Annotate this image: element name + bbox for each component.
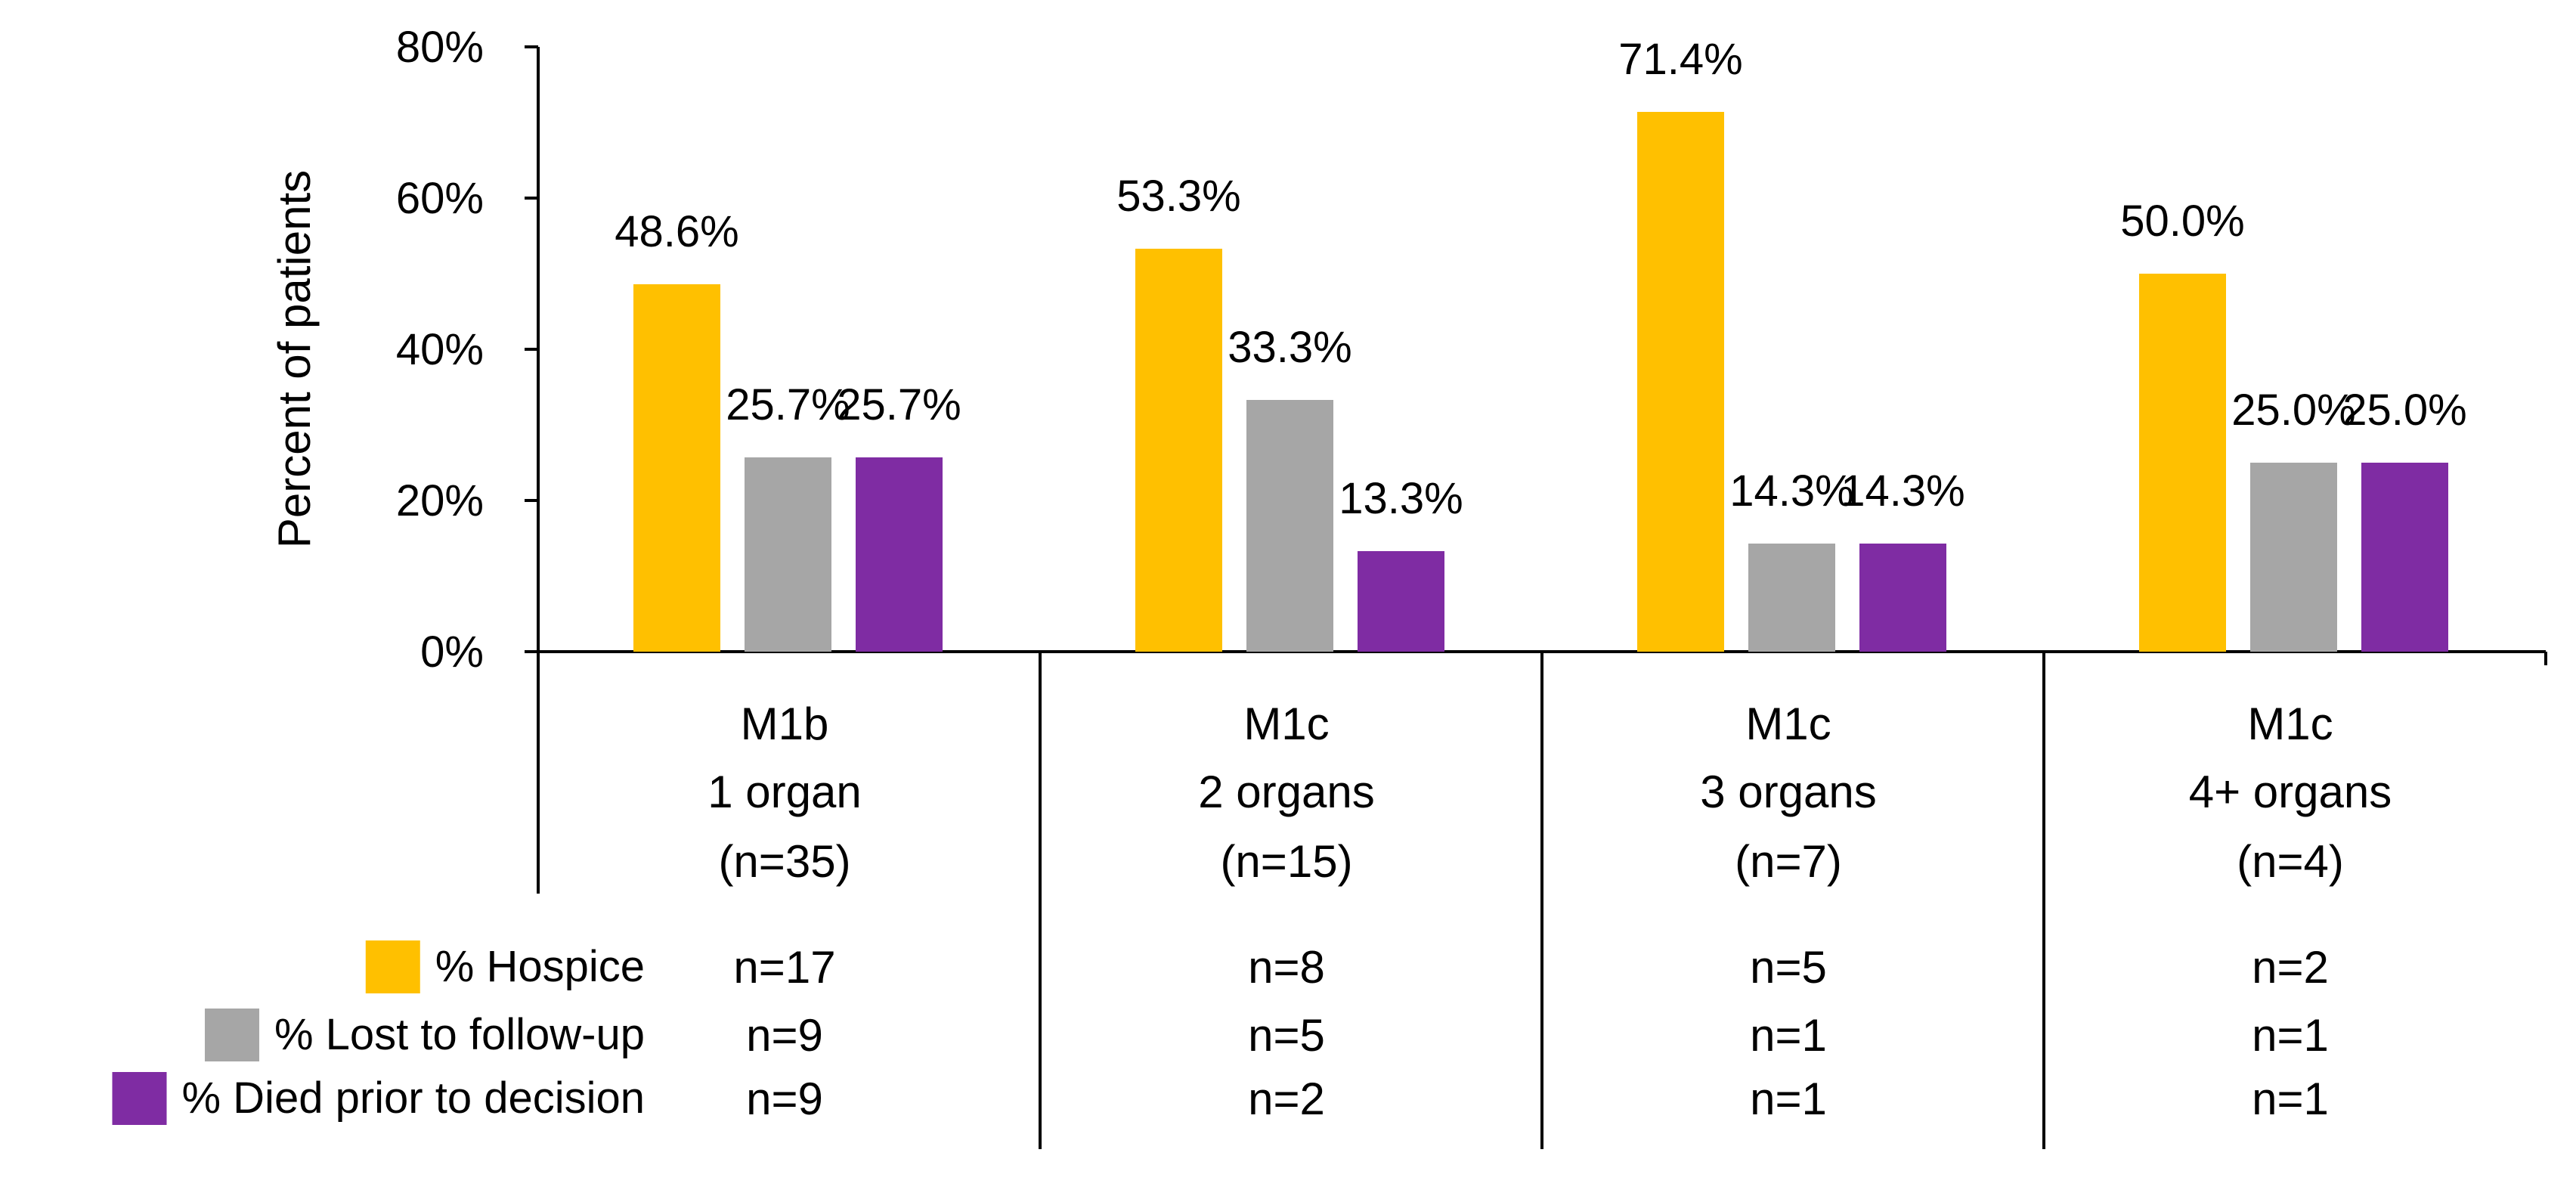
bar [2139,274,2226,652]
y-tick-label: 80% [396,23,484,72]
data-label: 33.3% [1228,323,1351,372]
data-label: 25.7% [726,380,850,429]
bar [1246,400,1333,652]
y-tick-label: 20% [396,476,484,525]
data-label: 25.7% [837,380,961,429]
y-tick-label: 0% [420,627,484,677]
category-label-line2: 3 organs [1700,767,1877,817]
bar [2361,463,2448,652]
count-value: n=5 [1750,942,1827,993]
data-labels: 48.6% 25.7%25.7% 53.3% 33.3% 13.3% 71.4% 14.3%… [615,35,2466,523]
count-table: n=17 n=8 n=5 n=2 n=9 n=5 n=1 n=1 n=9 n=2 n=1 n=1 [733,942,2328,1124]
count-value: n=9 [746,1074,823,1124]
data-label: 25.0% [2231,386,2355,435]
bar [856,457,943,652]
bar [1358,551,1444,652]
category-labels: M1b 1 organ (n=35) M1c 2 organs (n=15) M1c 3 or… [707,699,2392,887]
count-value: n=2 [1248,1074,1325,1124]
legend-swatch [204,1009,259,1061]
count-value: n=9 [746,1010,823,1061]
y-axis-ticks: 0% 20% 40% 60% 80% [396,23,538,677]
bar [1748,544,1835,652]
category-label-line2: 2 organs [1198,767,1375,817]
data-label: 50.0% [2120,197,2244,246]
data-label: 53.3% [1116,172,1240,221]
category-label-line1: M1c [1243,699,1329,749]
count-value: n=1 [2252,1010,2329,1061]
category-label-line2: 1 organ [707,767,862,817]
count-value: n=17 [733,942,835,993]
count-value: n=1 [1750,1010,1827,1061]
category-label-line1: M1c [2247,699,2333,749]
category-label-line3: (n=35) [718,836,850,887]
data-label: 25.0% [2342,386,2466,435]
legend-label: % Hospice [435,942,645,991]
data-label: 48.6% [615,207,738,256]
y-tick-label: 60% [396,174,484,223]
count-value: n=5 [1248,1010,1325,1061]
legend-swatch [112,1072,167,1125]
bars [633,112,2448,652]
bar [633,284,720,652]
category-label-line1: M1c [1745,699,1831,749]
bar [745,457,831,652]
legend-label: % Died prior to decision [181,1074,645,1123]
category-label-line1: M1b [741,699,829,749]
count-value: n=2 [2252,942,2329,993]
bar [1637,112,1724,652]
category-label-line3: (n=15) [1220,836,1352,887]
count-value: n=1 [1750,1074,1827,1124]
count-value: n=1 [2252,1074,2329,1124]
data-label: 13.3% [1339,474,1463,523]
data-label: 14.3% [1729,466,1853,516]
legend: % Hospice % Lost to follow-up % Died prior… [112,940,645,1125]
data-label: 14.3% [1841,466,1965,516]
count-value: n=8 [1248,942,1325,993]
legend-label: % Lost to follow-up [274,1010,645,1059]
bar [1135,249,1222,652]
category-label-line2: 4+ organs [2189,767,2392,817]
category-label-line3: (n=7) [1735,836,1842,887]
legend-swatch [365,940,420,993]
y-tick-label: 40% [396,325,484,374]
y-axis-title: Percent of patients [269,170,320,548]
bar [1859,544,1946,652]
category-label-line3: (n=4) [2237,836,2344,887]
data-label: 71.4% [1618,35,1742,84]
bar [2250,463,2337,652]
